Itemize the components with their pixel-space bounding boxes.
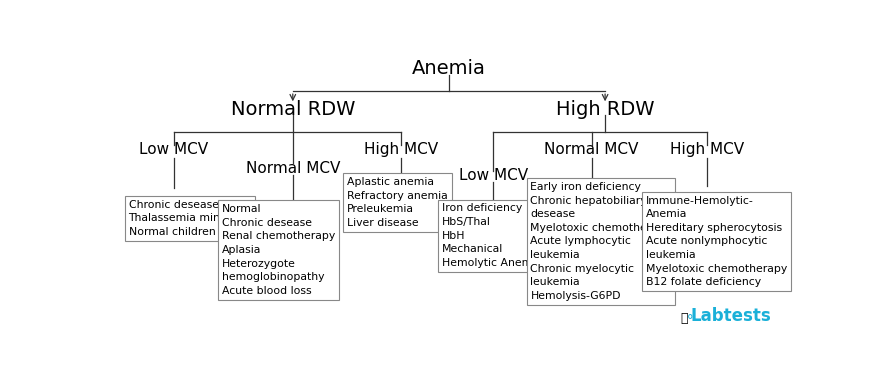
Text: Normal MCV: Normal MCV <box>245 161 340 176</box>
Text: Normal RDW: Normal RDW <box>230 100 355 119</box>
Text: 🔬: 🔬 <box>681 312 688 325</box>
Text: Early iron deficiency
Chronic hepatobiliary
desease
Myelotoxic chemotherapy
Acut: Early iron deficiency Chronic hepatobili… <box>530 182 672 301</box>
Text: Aplastic anemia
Refractory anemia
Preleukemia
Liver disease: Aplastic anemia Refractory anemia Preleu… <box>347 177 448 228</box>
Text: Immune-Hemolytic-
Anemia
Hereditary spherocytosis
Acute nonlymphocytic
leukemia
: Immune-Hemolytic- Anemia Hereditary sphe… <box>646 195 787 287</box>
Text: Normal
Chronic desease
Renal chemotherapy
Aplasia
Heterozygote
hemoglobinopathy
: Normal Chronic desease Renal chemotherap… <box>222 204 335 296</box>
Text: Iron deficiency
HbS/Thal
HbH
Mechanical
Hemolytic Anemia: Iron deficiency HbS/Thal HbH Mechanical … <box>442 203 542 268</box>
Text: Low MCV: Low MCV <box>139 142 208 157</box>
Text: High RDW: High RDW <box>556 100 654 119</box>
Text: Low MCV: Low MCV <box>458 168 527 183</box>
Text: Normal MCV: Normal MCV <box>544 142 639 157</box>
Text: High MCV: High MCV <box>670 142 744 157</box>
Text: Anemia: Anemia <box>412 58 486 78</box>
Text: Labtests: Labtests <box>690 307 772 325</box>
Text: ⚬: ⚬ <box>685 311 696 324</box>
Text: High MCV: High MCV <box>364 142 439 157</box>
Text: Chronic desease
Thalassemia minor
Normal children (1-8y): Chronic desease Thalassemia minor Normal… <box>129 200 251 237</box>
